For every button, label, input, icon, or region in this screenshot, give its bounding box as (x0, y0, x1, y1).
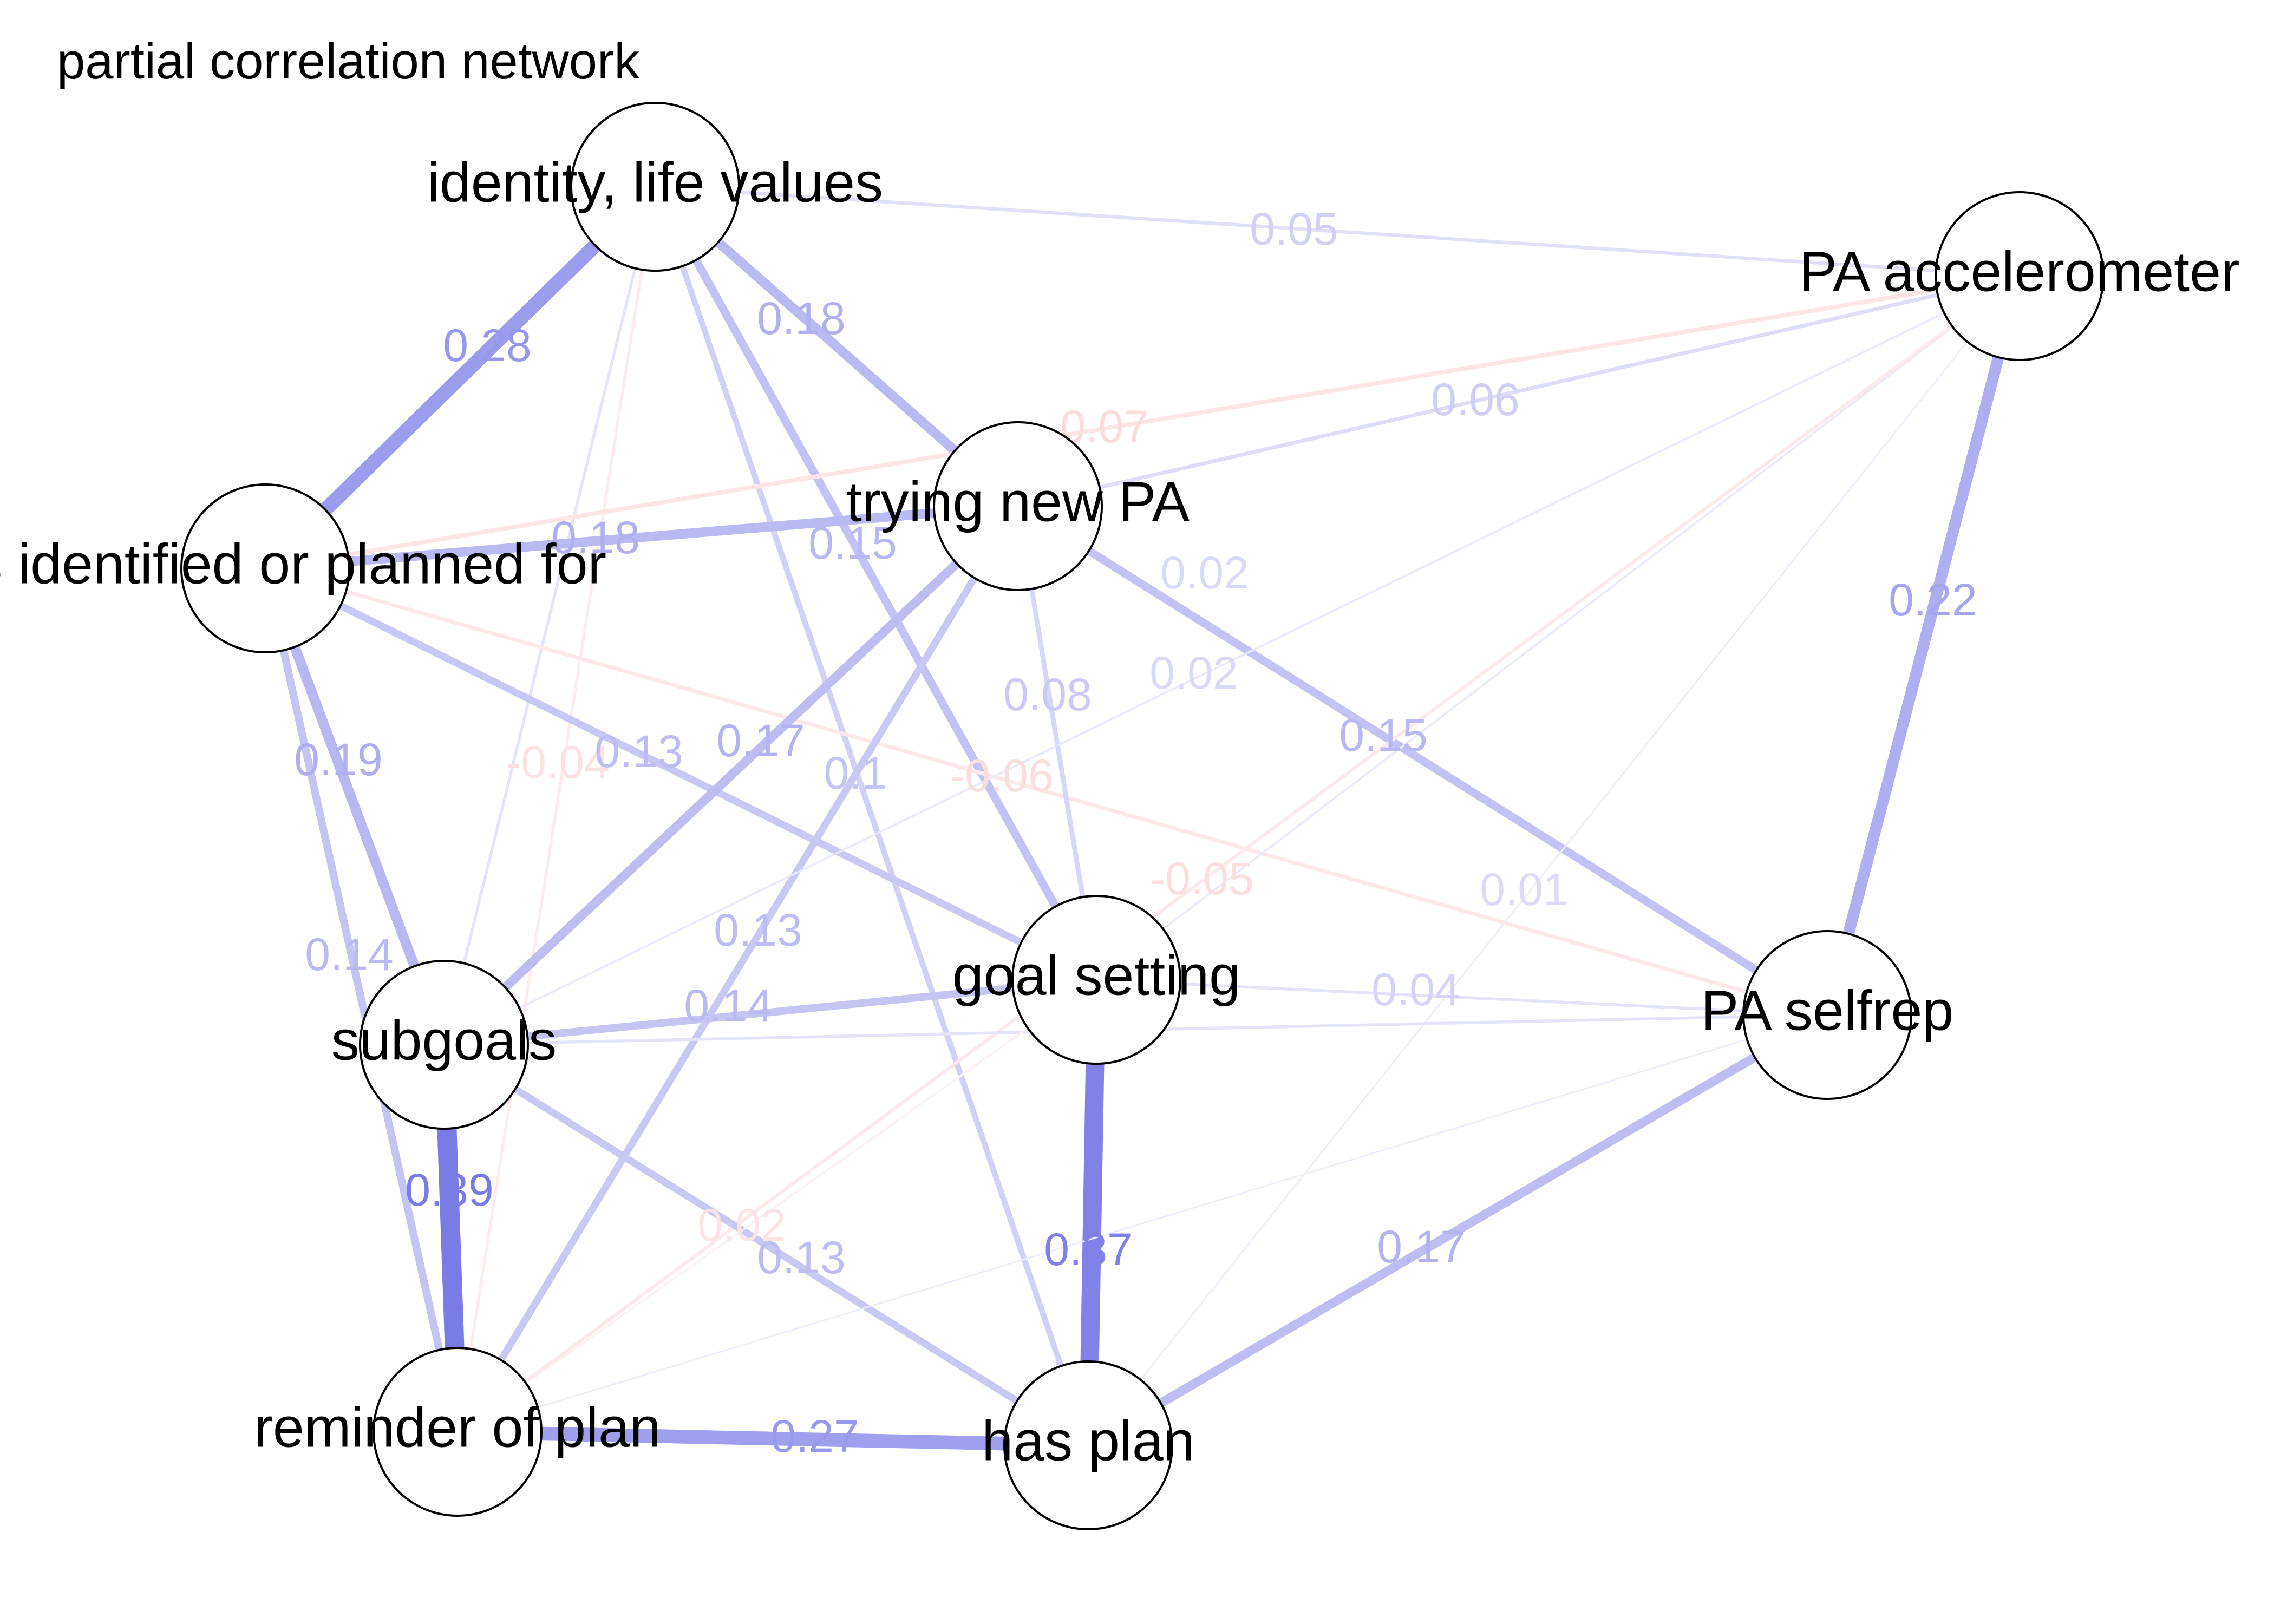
node-circle-accel (1935, 191, 2105, 361)
node-circle-selfrep (1742, 930, 1912, 1100)
edge-accel-reminder (456, 274, 2021, 1433)
node-circle-subgoals (359, 960, 529, 1130)
edge-accel-goal (1095, 275, 2021, 981)
node-label-barriers: ers identified or planned for (0, 533, 606, 595)
edge-goal-selfrep (1096, 978, 1828, 1017)
diagram-title: partial correlation network (57, 32, 640, 89)
node-trying: trying new PA (846, 421, 1190, 591)
node-circle-goal (1011, 895, 1181, 1065)
edge-label-selfrep-hasplan: 0.17 (1377, 1221, 1466, 1272)
edge-identity-hasplan (652, 186, 1092, 1446)
node-circle-barriers (180, 483, 350, 653)
node-goal: goal setting (952, 895, 1240, 1065)
edge-barriers-goal (264, 565, 1098, 983)
node-circle-identity (570, 102, 740, 272)
edge-label-accel-goal: 0.02 (1160, 547, 1249, 598)
edge-label-subgoals-selfrep: 0.04 (1371, 964, 1460, 1015)
node-label-identity: identity, life values (427, 151, 883, 214)
nodes-layer: identity, life values ers identified or p… (0, 102, 2240, 1530)
edge-trying-subgoals (441, 502, 1021, 1049)
edge-label-trying-reminder: 0.13 (714, 905, 802, 955)
node-identity: identity, life values (427, 102, 883, 272)
node-circle-hasplan (1003, 1360, 1173, 1530)
edge-barriers-accel (265, 274, 2020, 571)
edge-label-identity-reminder: -0.04 (506, 737, 609, 788)
edge-trying-selfrep (1015, 502, 1830, 1019)
edge-label-reminder-hasplan: 0.27 (770, 1411, 859, 1462)
edge-trying-reminder (454, 504, 1021, 1434)
node-label-accel: PA accelerometer (1799, 240, 2239, 303)
edge-trying-accel (1017, 274, 2020, 508)
edge-label-identity-hasplan: 0.1 (824, 748, 887, 798)
edge-label-barriers-subgoals: 0.19 (294, 734, 383, 785)
edge-barriers-trying (265, 501, 1018, 573)
edge-barriers-reminder (262, 567, 461, 1433)
edge-label-accel-hasplan: 0.01 (1480, 864, 1569, 915)
edge-accel-subgoals (443, 275, 2020, 1046)
edge-label-identity-barriers: 0.28 (443, 320, 532, 371)
edge-label-trying-goal: 0.08 (1003, 669, 1092, 720)
edge-goal-reminder (456, 979, 1097, 1433)
edge-label-accel-selfrep: 0.22 (1889, 574, 1977, 625)
edge-label-subgoals-hasplan: 0.13 (757, 1232, 846, 1283)
edge-label-barriers-trying: 0.18 (551, 512, 640, 563)
edge-label-goal-reminder: 0.02 (697, 1200, 786, 1250)
edge-labels-layer: 0.050.280.180.150.1-0.040.070.18-0.060.1… (294, 204, 1977, 1462)
edge-label-barriers-reminder: 0.14 (305, 929, 394, 980)
edge-identity-barriers (260, 181, 661, 574)
edge-label-trying-selfrep: 0.15 (1339, 710, 1428, 761)
node-label-reminder: reminder of plan (254, 1396, 661, 1459)
edge-reminder-hasplan (457, 1425, 1089, 1452)
node-reminder: reminder of plan (254, 1347, 661, 1517)
edge-label-identity-accel: 0.05 (1250, 204, 1338, 254)
node-selfrep: PA selfrep (1701, 930, 1953, 1100)
edge-subgoals-hasplan (442, 1042, 1090, 1449)
edge-label-barriers-selfrep: -0.06 (950, 750, 1053, 801)
edge-label-identity-goal: 0.15 (808, 518, 897, 568)
node-label-hasplan: has plan (982, 1410, 1194, 1472)
edge-selfrep-reminder (457, 1014, 1828, 1433)
edge-label-subgoals-goal: 0.14 (684, 980, 773, 1031)
edge-label-trying-accel: 0.06 (1431, 374, 1520, 425)
node-circle-reminder (373, 1347, 543, 1517)
node-label-trying: trying new PA (846, 470, 1190, 533)
node-label-selfrep: PA selfrep (1701, 979, 1953, 1042)
node-label-goal: goal setting (952, 944, 1240, 1007)
edge-accel-hasplan (1087, 276, 2021, 1446)
edge-identity-reminder (456, 186, 657, 1432)
node-barriers: ers identified or planned for (0, 483, 606, 653)
node-circle-trying (933, 421, 1103, 591)
node-hasplan: has plan (982, 1360, 1195, 1530)
edge-identity-accel (655, 185, 2020, 278)
edge-label-subgoals-reminder: 0.39 (405, 1164, 494, 1215)
edge-label-trying-subgoals: 0.17 (716, 715, 805, 766)
edge-label-identity-trying: 0.18 (757, 293, 846, 344)
edge-label-barriers-goal: 0.13 (594, 726, 683, 777)
edge-selfrep-hasplan (1086, 1011, 1830, 1450)
edge-label-accel-subgoals: 0.02 (1149, 647, 1238, 698)
edge-accel-selfrep (1821, 274, 2025, 1017)
edge-barriers-selfrep (265, 566, 1828, 1017)
edge-identity-subgoals (442, 186, 657, 1045)
node-accel: PA accelerometer (1799, 191, 2240, 361)
edge-label-goal-hasplan: 0.37 (1044, 1224, 1133, 1275)
edge-identity-goal (651, 185, 1100, 982)
node-subgoals: subgoals (331, 960, 557, 1130)
edge-label-accel-reminder: -0.05 (1150, 853, 1253, 904)
node-label-subgoals: subgoals (331, 1009, 557, 1072)
edge-subgoals-goal (443, 975, 1097, 1049)
